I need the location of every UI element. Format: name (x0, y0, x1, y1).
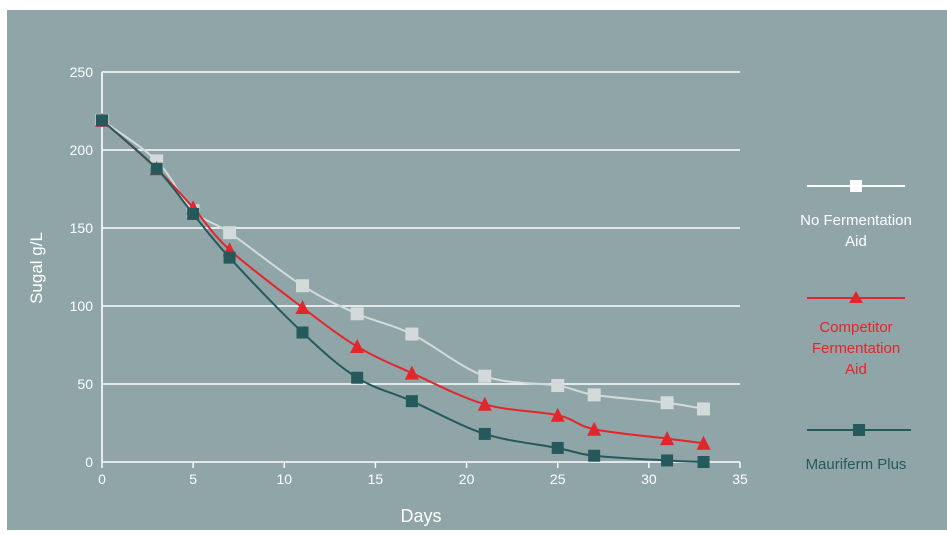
point-no-fermentation-aid-31 (660, 396, 674, 410)
point-mauriferm-plus-5 (187, 207, 200, 220)
point-no-fermentation-aid-14 (350, 307, 364, 321)
legend-label-mauriferm: Mauriferm Plus (806, 456, 907, 473)
point-competitor-fermentation-aid-21 (477, 396, 492, 411)
series-mauriferm-plus (96, 114, 710, 468)
point-no-fermentation-aid-25 (551, 379, 565, 393)
point-competitor-fermentation-aid-31 (660, 431, 675, 446)
y-tick-50: 50 (77, 376, 93, 392)
point-no-fermentation-aid-11 (296, 279, 310, 293)
legend-marker-competitor (849, 291, 863, 303)
legend-marker-mauriferm (853, 424, 865, 436)
x-tick-0: 0 (98, 471, 106, 487)
y-tick-100: 100 (70, 298, 94, 314)
legend: No Fermentation Aid Competitor Fermentat… (800, 180, 912, 473)
point-competitor-fermentation-aid-25 (550, 407, 565, 422)
point-competitor-fermentation-aid-33 (696, 435, 711, 450)
point-competitor-fermentation-aid-14 (350, 339, 365, 354)
legend-label-competitor-line1: Competitor (819, 319, 892, 336)
point-mauriferm-plus-27 (588, 449, 601, 462)
y-tick-labels: 0 50 100 150 200 250 (70, 64, 94, 470)
x-tick-5: 5 (189, 471, 197, 487)
point-competitor-fermentation-aid-11 (295, 300, 310, 315)
point-competitor-fermentation-aid-27 (587, 421, 602, 436)
y-tick-150: 150 (70, 220, 94, 236)
point-no-fermentation-aid-7 (223, 226, 237, 240)
x-tick-35: 35 (732, 471, 748, 487)
legend-item-competitor-fermentation-aid: Competitor Fermentation Aid (807, 291, 905, 378)
legend-label-competitor-line2: Fermentation (812, 340, 900, 357)
point-mauriferm-plus-21 (478, 427, 491, 440)
x-axis-label: Days (400, 506, 441, 526)
legend-label-competitor-line3: Aid (845, 361, 867, 378)
x-tick-15: 15 (368, 471, 384, 487)
point-mauriferm-plus-25 (551, 441, 564, 454)
y-tick-200: 200 (70, 142, 94, 158)
x-tick-25: 25 (550, 471, 566, 487)
legend-item-mauriferm-plus: Mauriferm Plus (806, 424, 911, 473)
sugar-decline-chart: 0 50 100 150 200 250 0 5 10 15 20 25 30 35 Sugal g/L… (7, 10, 947, 530)
point-mauriferm-plus-17 (405, 395, 418, 408)
point-competitor-fermentation-aid-17 (404, 365, 419, 380)
point-no-fermentation-aid-27 (587, 388, 601, 402)
chart-panel: 0 50 100 150 200 250 0 5 10 15 20 25 30 35 Sugal g/L… (7, 10, 947, 530)
point-mauriferm-plus-0 (96, 114, 108, 127)
point-no-fermentation-aid-21 (478, 369, 492, 383)
point-mauriferm-plus-14 (351, 371, 364, 384)
y-tick-0: 0 (85, 454, 93, 470)
x-tick-labels: 0 5 10 15 20 25 30 35 (98, 471, 748, 487)
legend-marker-no-fermentation-aid (850, 180, 862, 192)
point-mauriferm-plus-11 (296, 326, 309, 339)
x-tick-10: 10 (276, 471, 292, 487)
point-mauriferm-plus-33 (697, 456, 710, 468)
point-no-fermentation-aid-17 (405, 327, 419, 341)
legend-item-no-fermentation-aid: No Fermentation Aid (800, 180, 912, 250)
data-series (95, 112, 711, 468)
point-no-fermentation-aid-33 (697, 402, 711, 416)
legend-label-no-fermentation-aid-line2: Aid (845, 233, 867, 250)
point-mauriferm-plus-31 (661, 454, 674, 467)
x-tick-30: 30 (641, 471, 657, 487)
point-mauriferm-plus-3 (150, 162, 163, 175)
legend-label-no-fermentation-aid-line1: No Fermentation (800, 212, 912, 229)
x-tick-20: 20 (459, 471, 475, 487)
y-tick-250: 250 (70, 64, 94, 80)
point-mauriferm-plus-7 (223, 251, 236, 264)
y-axis-label: Sugal g/L (27, 232, 46, 304)
axes (101, 72, 741, 468)
chart-background (7, 10, 947, 530)
